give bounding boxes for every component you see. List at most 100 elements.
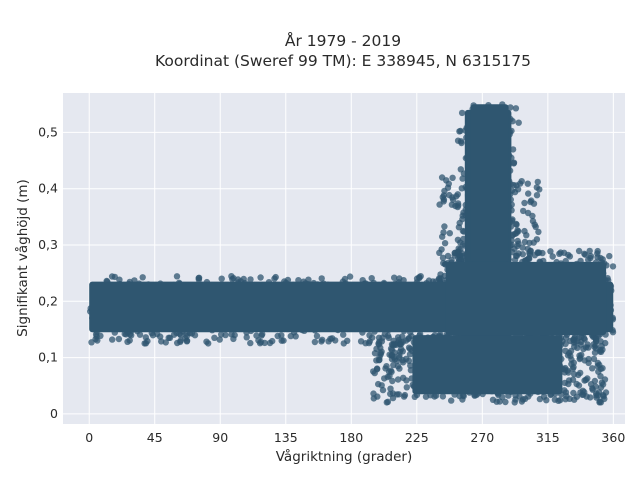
x-tick-label: 270 bbox=[470, 430, 494, 445]
data-point bbox=[115, 335, 123, 343]
data-point-cluster bbox=[412, 335, 563, 395]
data-point bbox=[170, 331, 178, 338]
x-tick-label: 180 bbox=[339, 430, 363, 445]
data-point bbox=[396, 275, 403, 282]
data-point-cluster bbox=[445, 261, 607, 336]
data-point bbox=[516, 180, 524, 187]
data-point bbox=[573, 380, 580, 388]
data-point bbox=[568, 356, 575, 363]
data-point bbox=[574, 338, 581, 345]
data-point bbox=[393, 357, 401, 365]
data-point bbox=[584, 375, 591, 382]
data-point bbox=[211, 334, 218, 341]
data-point bbox=[585, 344, 592, 351]
data-point bbox=[216, 336, 223, 343]
data-point bbox=[459, 175, 466, 182]
data-point bbox=[521, 199, 528, 207]
data-point bbox=[533, 192, 541, 199]
data-point bbox=[139, 274, 146, 281]
data-point bbox=[585, 355, 592, 363]
data-point bbox=[551, 396, 559, 403]
data-point bbox=[534, 178, 541, 186]
data-point bbox=[455, 224, 463, 231]
x-tick-label: 90 bbox=[212, 430, 228, 445]
data-point bbox=[565, 380, 572, 388]
data-point bbox=[524, 180, 531, 187]
data-point bbox=[158, 338, 165, 345]
data-point bbox=[439, 254, 447, 261]
data-point bbox=[243, 334, 250, 341]
data-point bbox=[593, 392, 600, 399]
data-point bbox=[378, 382, 385, 389]
data-point bbox=[502, 398, 509, 406]
data-point bbox=[269, 337, 276, 345]
data-point bbox=[597, 373, 604, 380]
data-point bbox=[536, 395, 544, 403]
data-point bbox=[549, 253, 556, 260]
data-point bbox=[557, 396, 564, 404]
data-point bbox=[292, 333, 299, 340]
data-point bbox=[247, 339, 254, 347]
y-axis-ticks: 0 0,1 0,2 0,3 0,4 0,5 bbox=[38, 124, 58, 420]
data-point bbox=[596, 398, 603, 405]
data-point bbox=[183, 338, 191, 345]
data-point bbox=[253, 332, 260, 339]
data-point bbox=[384, 398, 392, 405]
data-point bbox=[327, 335, 334, 342]
data-point bbox=[387, 390, 394, 398]
data-point bbox=[400, 374, 407, 381]
data-point bbox=[340, 331, 347, 338]
data-point bbox=[519, 396, 527, 403]
data-point bbox=[370, 390, 377, 397]
data-point bbox=[218, 275, 225, 282]
data-point bbox=[177, 338, 184, 346]
data-point bbox=[388, 352, 396, 359]
data-point bbox=[97, 332, 104, 339]
data-point bbox=[455, 248, 462, 255]
data-point bbox=[456, 128, 463, 135]
data-point bbox=[399, 357, 406, 364]
data-point bbox=[526, 239, 533, 247]
data-point bbox=[511, 399, 518, 406]
data-point bbox=[313, 332, 321, 340]
data-point bbox=[389, 377, 396, 385]
data-point bbox=[111, 273, 119, 281]
data-point bbox=[183, 332, 190, 340]
data-point bbox=[589, 386, 596, 393]
data-point bbox=[402, 337, 410, 344]
data-point bbox=[438, 246, 445, 253]
data-point bbox=[153, 330, 161, 338]
data-point bbox=[362, 340, 369, 347]
data-point bbox=[378, 338, 386, 345]
data-point bbox=[124, 338, 131, 345]
data-point bbox=[391, 274, 398, 281]
data-point bbox=[514, 227, 521, 234]
data-point bbox=[234, 276, 242, 283]
data-point bbox=[575, 371, 582, 379]
data-point bbox=[590, 341, 597, 348]
data-point bbox=[109, 336, 116, 343]
x-tick-label: 360 bbox=[601, 430, 625, 445]
data-point bbox=[436, 201, 443, 208]
data-point bbox=[222, 331, 229, 339]
data-point bbox=[271, 275, 278, 282]
data-point bbox=[371, 350, 379, 357]
chart-title-line-1: År 1979 - 2019 bbox=[285, 31, 401, 50]
data-point bbox=[512, 105, 520, 112]
data-point bbox=[340, 340, 347, 347]
data-point bbox=[597, 384, 605, 391]
data-point bbox=[526, 255, 533, 263]
data-point bbox=[397, 341, 405, 348]
data-point bbox=[247, 276, 254, 283]
data-point bbox=[587, 252, 595, 260]
data-point bbox=[446, 230, 453, 237]
x-tick-label: 315 bbox=[536, 430, 560, 445]
data-point bbox=[311, 338, 319, 346]
data-point bbox=[375, 357, 383, 364]
data-point bbox=[565, 251, 572, 259]
y-tick-label: 0,2 bbox=[38, 293, 58, 308]
data-point bbox=[589, 365, 596, 372]
data-point bbox=[440, 196, 448, 203]
x-tick-label: 135 bbox=[274, 430, 298, 445]
data-point bbox=[205, 340, 212, 347]
